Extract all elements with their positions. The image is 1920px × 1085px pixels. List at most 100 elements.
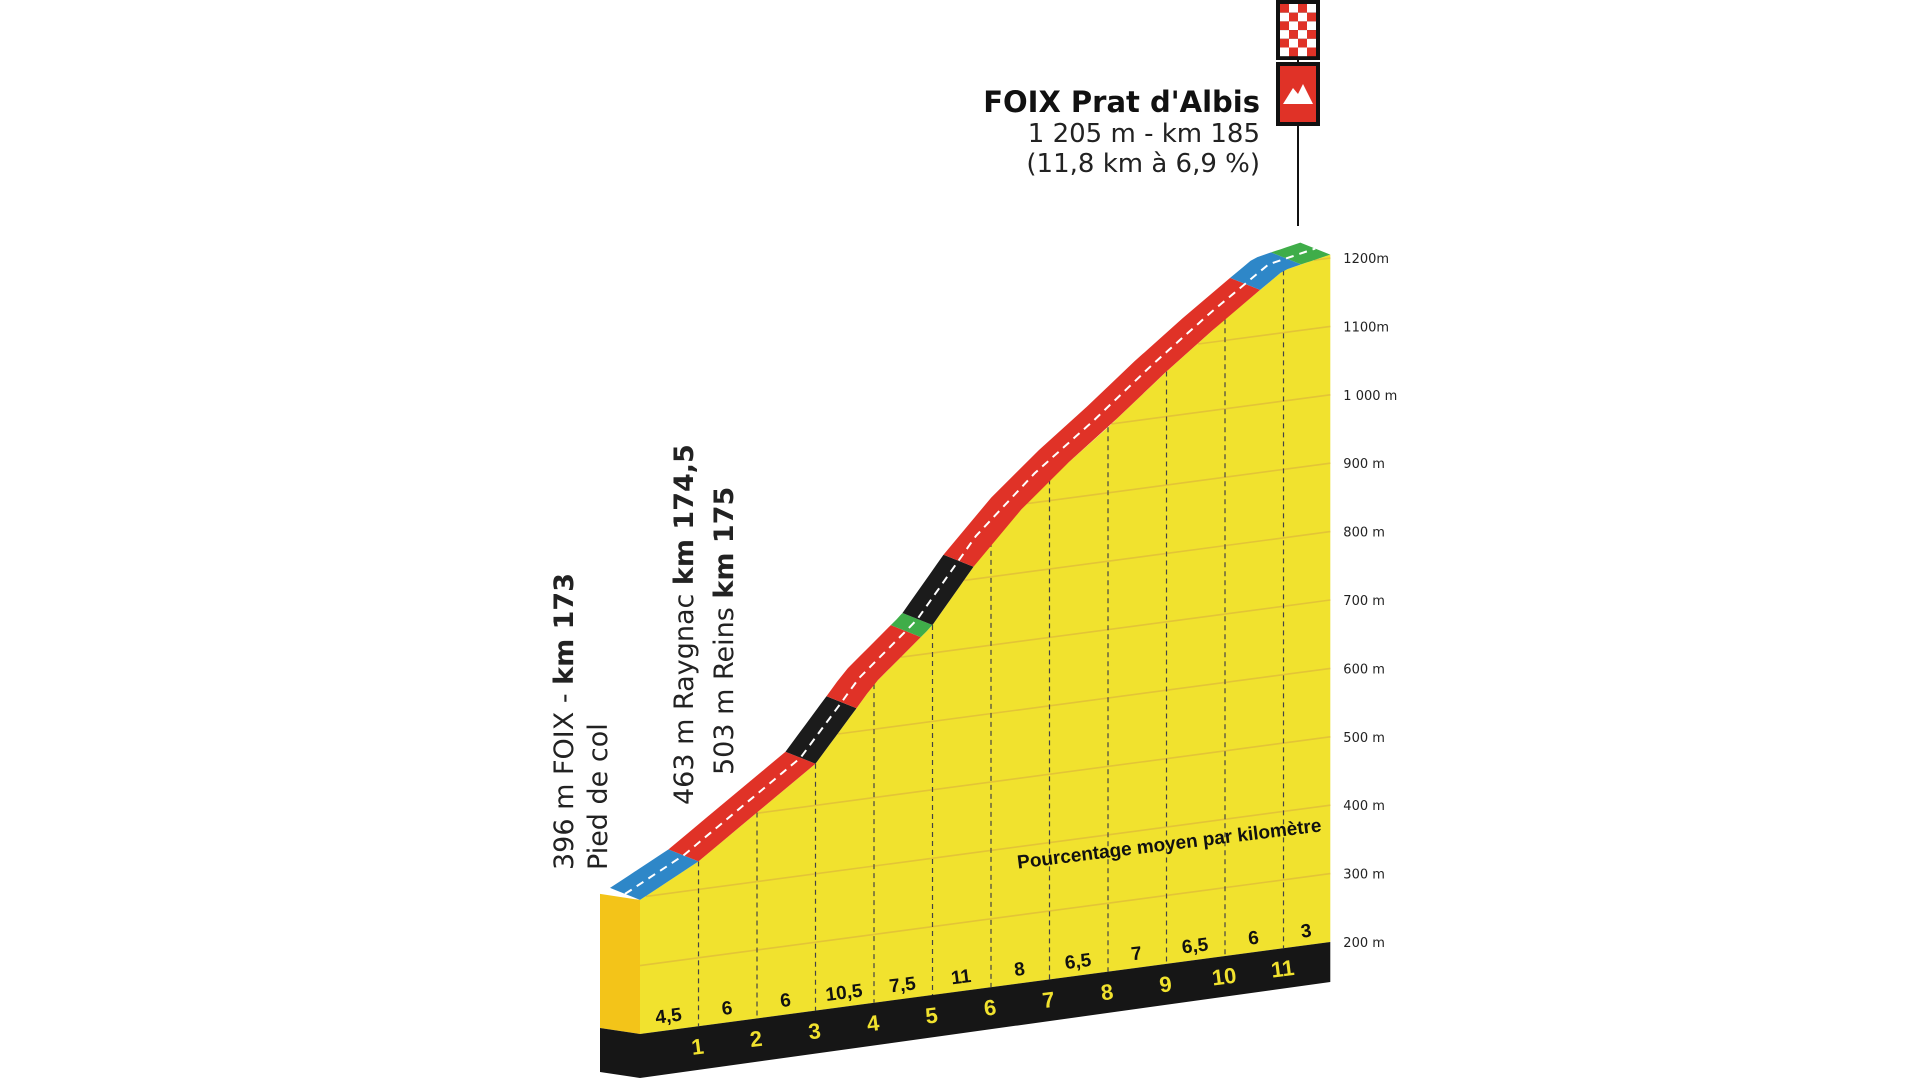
y-tick-label: 900 m xyxy=(1343,457,1385,472)
gradient-label: 6 xyxy=(1247,928,1260,950)
gridline xyxy=(1313,257,1331,261)
finish-climb: (11,8 km à 6,9 %) xyxy=(1026,149,1260,179)
y-tick-label: 700 m xyxy=(1343,594,1385,609)
road-band xyxy=(610,242,1331,900)
finish-name-rest: Prat d'Albis xyxy=(1061,85,1260,119)
gradient-label: 10,5 xyxy=(824,981,864,1006)
flag-cell xyxy=(1298,38,1307,48)
flag-cell xyxy=(1289,38,1298,48)
y-tick-label: 200 m xyxy=(1343,936,1385,951)
gridline xyxy=(963,530,1331,582)
profile-side xyxy=(600,893,640,1034)
gridline xyxy=(639,872,1331,967)
km-marker-label: 2 xyxy=(748,1026,763,1052)
start-label-pied: Pied de col xyxy=(583,723,614,870)
start-label-reins: 503 m Reins km 175 xyxy=(709,487,740,775)
gradient-label: 4,5 xyxy=(654,1005,683,1029)
flag-cell xyxy=(1307,12,1316,22)
gradient-label: 6,5 xyxy=(1064,950,1093,974)
y-tick-label: 800 m xyxy=(1343,526,1385,541)
flag-cell xyxy=(1280,30,1289,39)
flag-cell xyxy=(1298,4,1307,13)
flag-cell xyxy=(1280,4,1289,13)
elevation-gridlines xyxy=(639,257,1331,967)
road-band-segment xyxy=(1230,252,1302,290)
road-band-segment xyxy=(943,277,1261,567)
flag-cell xyxy=(1307,47,1316,57)
flag-cell xyxy=(1280,21,1289,31)
flag-cell xyxy=(1289,12,1298,22)
gradient-label: 7 xyxy=(1130,943,1143,965)
gridline xyxy=(837,667,1331,735)
km-marker-labels: 1 2 3 4 5 6 7 8 9 10 11 xyxy=(690,955,1296,1060)
finish-detail: 1 205 m - km 185 xyxy=(1028,119,1260,149)
flag-cell xyxy=(1298,12,1307,22)
start-label-foix-km: km 173 xyxy=(549,573,580,685)
flag-cell xyxy=(1307,38,1316,48)
y-tick-label: 300 m xyxy=(1343,868,1385,883)
start-label-raygnac: 463 m Raygnac km 174,5 xyxy=(669,444,700,805)
flag-cell xyxy=(1289,30,1298,39)
finish-name-bold: FOIX xyxy=(983,85,1061,119)
flag-cell xyxy=(1289,47,1298,57)
flag-cell xyxy=(1280,12,1289,22)
gridline xyxy=(645,804,1331,898)
profile-shape xyxy=(600,254,1331,1078)
start-label-reins-km: km 175 xyxy=(709,487,740,599)
flag-cell xyxy=(1298,47,1307,57)
y-tick-label: 1 000 m xyxy=(1343,389,1397,404)
km-marker-label: 6 xyxy=(982,995,997,1021)
gradient-label: 6,5 xyxy=(1181,934,1210,958)
km-marker-label: 11 xyxy=(1270,955,1296,983)
gridline xyxy=(1111,394,1331,425)
gradient-label: 6 xyxy=(779,990,792,1012)
flag-cell xyxy=(1289,4,1298,13)
gradient-labels: 4,5 6 6 10,5 7,5 11 8 6,5 7 6,5 6 3 xyxy=(654,921,1313,1029)
km-marker-label: 9 xyxy=(1158,971,1173,997)
y-tick-label: 1100m xyxy=(1343,320,1389,335)
start-label-foix: 396 m FOIX - km 173 xyxy=(549,573,580,870)
flag-cell xyxy=(1307,30,1316,39)
start-label-raygnac-km: km 174,5 xyxy=(669,444,700,585)
gridline xyxy=(1027,462,1331,505)
flag-cell xyxy=(1307,4,1316,13)
km-marker-label: 4 xyxy=(865,1010,881,1036)
km-dividers xyxy=(697,270,1285,1027)
flag-cell xyxy=(1298,30,1307,39)
km-marker-label: 7 xyxy=(1041,987,1056,1013)
start-label-raygnac-prefix: 463 m Raygnac xyxy=(669,585,700,805)
y-tick-label: 400 m xyxy=(1343,799,1385,814)
y-tick-label: 500 m xyxy=(1343,731,1385,746)
start-label-reins-prefix: 503 m Reins xyxy=(709,599,740,775)
flag-cell xyxy=(1280,47,1289,57)
gradient-label: 3 xyxy=(1300,921,1313,943)
start-label-foix-prefix: 396 m FOIX - xyxy=(549,685,580,870)
profile-fill xyxy=(640,254,1331,1035)
flag-cell xyxy=(1298,21,1307,31)
gridline xyxy=(756,736,1331,814)
finish-title: FOIX Prat d'Albis xyxy=(983,85,1260,119)
flag-cell xyxy=(1307,21,1316,31)
gridline xyxy=(1197,325,1331,345)
gradient-label: 11 xyxy=(950,966,973,989)
y-tick-label: 1200m xyxy=(1343,252,1389,267)
km-marker-label: 5 xyxy=(924,1002,939,1028)
checkered-flag-icon xyxy=(1276,0,1320,60)
km-marker-label: 1 xyxy=(690,1034,705,1060)
km-marker-label: 3 xyxy=(807,1018,822,1044)
road-band-segment xyxy=(826,625,921,709)
y-axis-tick-labels: 1200m 1100m 1 000 m 900 m 800 m 700 m 600 m 500… xyxy=(1343,252,1397,951)
flag-cell xyxy=(1289,21,1298,31)
gradient-label: 8 xyxy=(1013,959,1026,981)
gradient-label: 6 xyxy=(721,998,734,1020)
km-marker-label: 8 xyxy=(1099,979,1114,1005)
gradient-label: 7,5 xyxy=(888,973,917,997)
profile-base xyxy=(600,941,1331,1078)
gridline xyxy=(900,599,1331,658)
flag-cell xyxy=(1280,38,1289,48)
y-tick-label: 600 m xyxy=(1343,662,1385,677)
mountain-icon xyxy=(1276,62,1320,126)
road-centre-line xyxy=(624,247,1316,895)
